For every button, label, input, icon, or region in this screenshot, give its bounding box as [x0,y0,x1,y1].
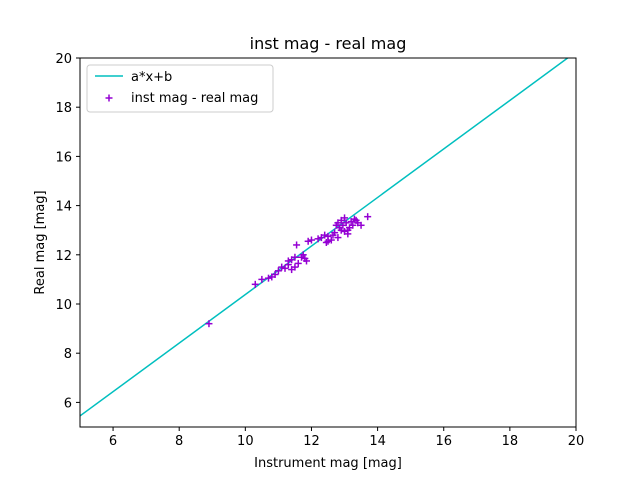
chart-title: inst mag - real mag [250,34,407,53]
scatter-point [291,263,299,271]
x-tick-label: 16 [435,434,452,449]
scatter-point [324,232,332,240]
x-tick-label: 10 [237,434,254,449]
legend: a*x+b inst mag - real mag [86,64,274,113]
scatter-point [258,275,266,283]
y-axis-label: Real mag [mag] [33,190,48,294]
legend-plus-marker-swatch [105,94,113,102]
scatter-point [342,219,350,227]
y-tick-label: 16 [55,150,72,165]
scatter-point [314,235,322,243]
scatter-point [364,213,372,221]
x-axis-label: Instrument mag [mag] [254,456,402,471]
legend-label-fit-line: a*x+b [131,70,172,85]
x-tick-label: 12 [303,434,320,449]
y-axis-ticks: 6 8 10 12 14 16 18 20 [55,52,80,411]
scatter-point [349,221,357,229]
x-tick-label: 20 [568,434,585,449]
scatter-point [307,236,315,244]
scatter-point [304,237,312,245]
scatter-point [205,320,213,328]
x-tick-label: 6 [109,434,117,449]
x-tick-label: 18 [502,434,519,449]
y-tick-label: 14 [55,200,72,215]
scatter-point [327,236,335,244]
scatter-point [344,230,352,238]
legend-label-scatter: inst mag - real mag [131,91,258,106]
scatter-point [299,251,307,259]
scatter-point [291,253,299,261]
scatter-point [294,259,302,267]
x-tick-label: 14 [369,434,386,449]
scatter-point [278,263,286,271]
scatter-point [251,280,259,288]
scatter-point [341,214,349,222]
scatter-point [293,241,301,249]
plot-frame [79,57,577,428]
scatter-point [357,221,365,229]
scatter-point [321,231,329,239]
legend-box [86,64,274,113]
scatter-point [334,234,342,242]
x-axis-ticks: 6 8 10 12 14 16 18 20 [109,427,584,449]
scatter-point [337,226,345,234]
series-layer [80,58,569,417]
scatter-point [331,229,339,237]
y-tick-label: 8 [64,347,72,362]
scatter-point [274,267,282,275]
y-tick-label: 10 [55,298,72,313]
scatter-point [284,257,292,265]
scatter-point [271,270,279,278]
y-tick-label: 12 [55,249,72,264]
y-tick-label: 18 [55,101,72,116]
x-tick-label: 8 [175,434,183,449]
y-tick-label: 20 [55,52,72,67]
scatter-point [264,274,272,282]
y-tick-label: 6 [64,396,72,411]
scatter-point [303,257,311,265]
scatter-point [281,264,289,272]
